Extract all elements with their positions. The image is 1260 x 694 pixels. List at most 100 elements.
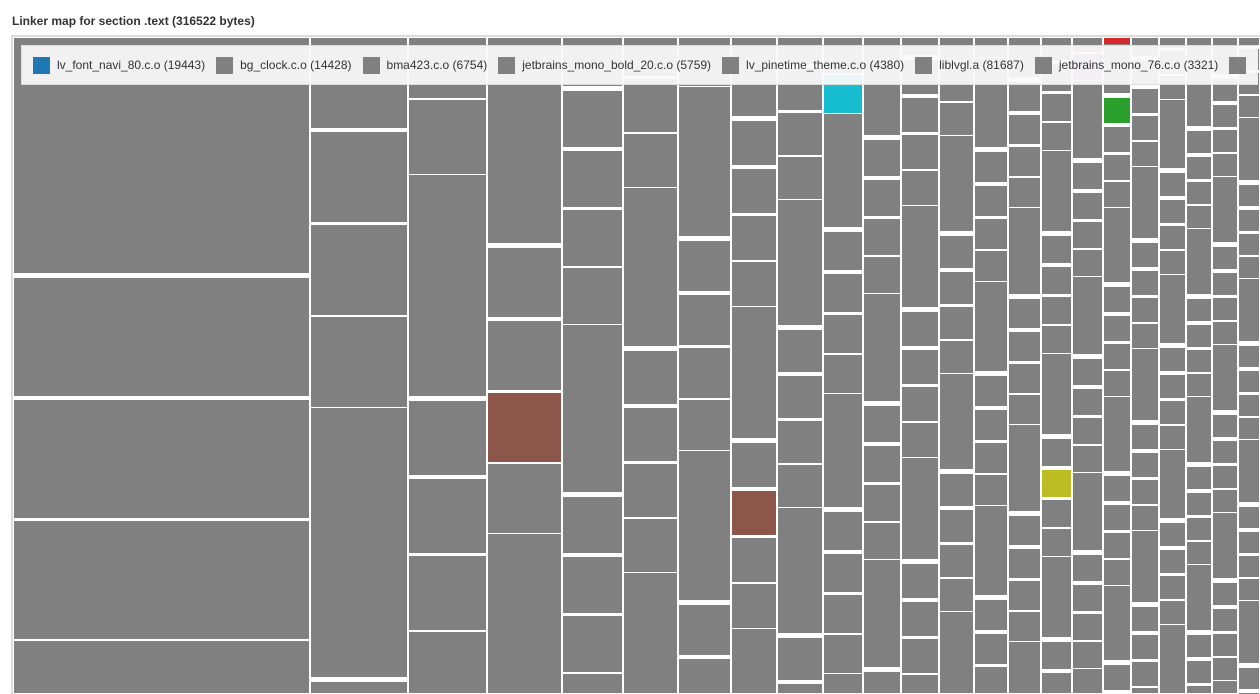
treemap-cell[interactable] xyxy=(1042,297,1071,324)
treemap-cell[interactable] xyxy=(488,393,561,462)
treemap-cell[interactable] xyxy=(824,232,862,270)
treemap-cell[interactable] xyxy=(1009,364,1040,393)
treemap-cell[interactable] xyxy=(1239,579,1259,600)
treemap-cell[interactable] xyxy=(1042,123,1071,150)
legend-item[interactable]: jetbrains_mono_bold_20.c.o (5759) xyxy=(498,56,711,74)
treemap-cell[interactable] xyxy=(1239,507,1259,528)
treemap-cell[interactable] xyxy=(975,152,1007,182)
treemap-cell[interactable] xyxy=(1104,476,1130,501)
treemap-cell[interactable] xyxy=(940,612,973,644)
treemap-cell[interactable] xyxy=(1132,271,1158,295)
treemap-cell[interactable] xyxy=(902,206,938,240)
treemap-cell[interactable] xyxy=(624,573,677,626)
treemap-cell[interactable] xyxy=(311,225,407,315)
treemap-cell[interactable] xyxy=(732,491,776,535)
treemap-cell[interactable] xyxy=(1187,229,1211,251)
treemap-cell[interactable] xyxy=(1104,422,1130,447)
treemap-cell[interactable] xyxy=(864,596,900,632)
treemap-cell[interactable] xyxy=(624,293,677,346)
treemap-cell[interactable] xyxy=(902,350,938,384)
treemap-cell[interactable] xyxy=(1104,155,1130,180)
treemap-cell[interactable] xyxy=(864,365,900,401)
treemap-cell[interactable] xyxy=(1239,300,1259,321)
treemap-cell[interactable] xyxy=(624,678,677,693)
treemap-cell[interactable] xyxy=(975,410,1007,440)
treemap-cell[interactable] xyxy=(679,659,730,693)
treemap-cell[interactable] xyxy=(1009,147,1040,176)
treemap-cell[interactable] xyxy=(563,151,622,207)
treemap-cell[interactable] xyxy=(1009,581,1040,610)
treemap-cell[interactable] xyxy=(563,557,622,613)
treemap-cell[interactable] xyxy=(1073,303,1102,329)
treemap-cell[interactable] xyxy=(1239,395,1259,416)
treemap-cell[interactable] xyxy=(1213,609,1237,631)
treemap-cell[interactable] xyxy=(1104,287,1130,312)
treemap-cell[interactable] xyxy=(1104,505,1130,530)
treemap-cell[interactable] xyxy=(563,497,622,553)
treemap-cell[interactable] xyxy=(1042,151,1071,178)
treemap-cell[interactable] xyxy=(975,219,1007,249)
treemap-cell[interactable] xyxy=(778,157,822,199)
treemap-cell[interactable] xyxy=(1187,83,1211,105)
treemap-cell[interactable] xyxy=(1187,608,1211,630)
treemap-cell[interactable] xyxy=(624,351,677,404)
treemap-cell[interactable] xyxy=(778,591,822,633)
treemap-cell[interactable] xyxy=(563,268,622,324)
treemap-cell[interactable] xyxy=(1104,586,1130,611)
treemap-cell[interactable] xyxy=(940,341,973,373)
treemap-cell[interactable] xyxy=(1104,446,1130,471)
treemap-cell[interactable] xyxy=(1104,611,1130,636)
treemap-cell[interactable] xyxy=(1213,177,1237,199)
treemap-cell[interactable] xyxy=(1073,418,1102,444)
treemap-cell[interactable] xyxy=(563,210,622,266)
treemap-cell[interactable] xyxy=(732,584,776,628)
treemap-cell[interactable] xyxy=(824,274,862,312)
treemap-cell[interactable] xyxy=(563,325,622,381)
treemap-cell[interactable] xyxy=(824,595,862,633)
treemap-cell[interactable] xyxy=(1239,38,1259,45)
treemap-cell[interactable] xyxy=(1187,131,1211,153)
treemap-cell[interactable] xyxy=(1213,583,1237,605)
treemap-cell[interactable] xyxy=(732,538,776,582)
treemap-cell[interactable] xyxy=(563,381,622,437)
treemap-cell[interactable] xyxy=(14,155,309,273)
treemap-cell[interactable] xyxy=(1187,493,1211,515)
treemap-cell[interactable] xyxy=(864,631,900,667)
treemap-cell[interactable] xyxy=(778,242,822,284)
treemap-cell[interactable] xyxy=(975,634,1007,664)
treemap-cell[interactable] xyxy=(1104,635,1130,660)
treemap-cell[interactable] xyxy=(732,121,776,165)
treemap-cell[interactable] xyxy=(1160,123,1185,146)
treemap-cell[interactable] xyxy=(1073,163,1102,189)
treemap-cell[interactable] xyxy=(975,600,1007,630)
treemap-cell[interactable] xyxy=(1132,425,1158,449)
treemap-cell[interactable] xyxy=(488,106,561,175)
treemap-cell[interactable] xyxy=(679,501,730,551)
treemap-cell[interactable] xyxy=(778,330,822,372)
treemap-cell[interactable] xyxy=(1073,389,1102,415)
treemap-cell[interactable] xyxy=(1009,237,1040,266)
treemap-cell[interactable] xyxy=(864,406,900,442)
treemap-cell[interactable] xyxy=(902,240,938,274)
treemap-cell[interactable] xyxy=(940,272,973,304)
treemap-cell[interactable] xyxy=(1009,395,1040,424)
treemap-cell[interactable] xyxy=(409,175,486,249)
treemap-cell[interactable] xyxy=(824,315,862,353)
treemap-cell[interactable] xyxy=(1009,178,1040,207)
treemap-cell[interactable] xyxy=(732,351,776,395)
treemap-cell[interactable] xyxy=(864,99,900,135)
treemap-cell[interactable] xyxy=(1160,426,1185,449)
treemap-cell[interactable] xyxy=(1009,38,1040,49)
treemap-cell[interactable] xyxy=(679,451,730,501)
treemap-cell[interactable] xyxy=(679,186,730,236)
treemap-cell[interactable] xyxy=(940,236,973,268)
treemap-cell[interactable] xyxy=(1104,98,1130,123)
treemap-cell[interactable] xyxy=(1160,348,1185,371)
treemap-cell[interactable] xyxy=(1042,439,1071,466)
treemap-cell[interactable] xyxy=(975,186,1007,216)
treemap-cell[interactable] xyxy=(902,564,938,598)
treemap-cell[interactable] xyxy=(975,341,1007,371)
treemap-cell[interactable] xyxy=(679,295,730,345)
treemap-cell[interactable] xyxy=(679,241,730,291)
treemap-cell[interactable] xyxy=(1132,531,1158,555)
